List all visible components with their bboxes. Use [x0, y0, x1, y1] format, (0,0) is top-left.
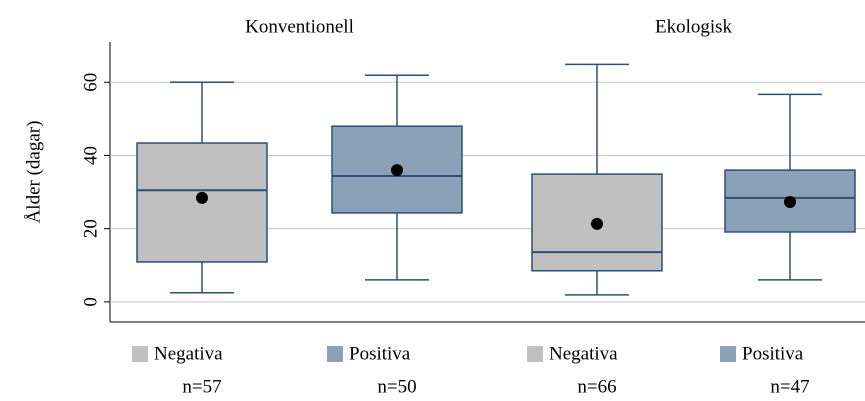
mean-marker — [196, 191, 208, 204]
group-label: Ekologisk — [655, 16, 733, 37]
legend-swatch — [720, 346, 736, 362]
n-label: n=57 — [182, 376, 221, 397]
legend-label: Positiva — [349, 343, 411, 364]
y-tick-label: 0 — [80, 297, 101, 307]
y-tick-label: 40 — [80, 146, 101, 165]
y-tick-label: 20 — [80, 219, 101, 238]
legend-swatch — [527, 346, 543, 362]
y-tick-label: 60 — [80, 73, 101, 92]
y-axis-label: Ålder (dagar) — [23, 121, 44, 224]
n-label: n=66 — [577, 376, 616, 397]
legend-swatch — [327, 346, 343, 362]
legend-label: Negativa — [154, 343, 223, 364]
mean-marker — [784, 195, 796, 208]
legend-label: Negativa — [549, 343, 618, 364]
legend-swatch — [132, 346, 148, 362]
mean-marker — [591, 217, 603, 230]
box — [531, 173, 663, 272]
n-label: n=47 — [770, 376, 809, 397]
group-label: Konventionell — [245, 16, 354, 37]
legend-label: Positiva — [742, 343, 804, 364]
mean-marker — [391, 164, 403, 177]
n-label: n=50 — [377, 376, 416, 397]
